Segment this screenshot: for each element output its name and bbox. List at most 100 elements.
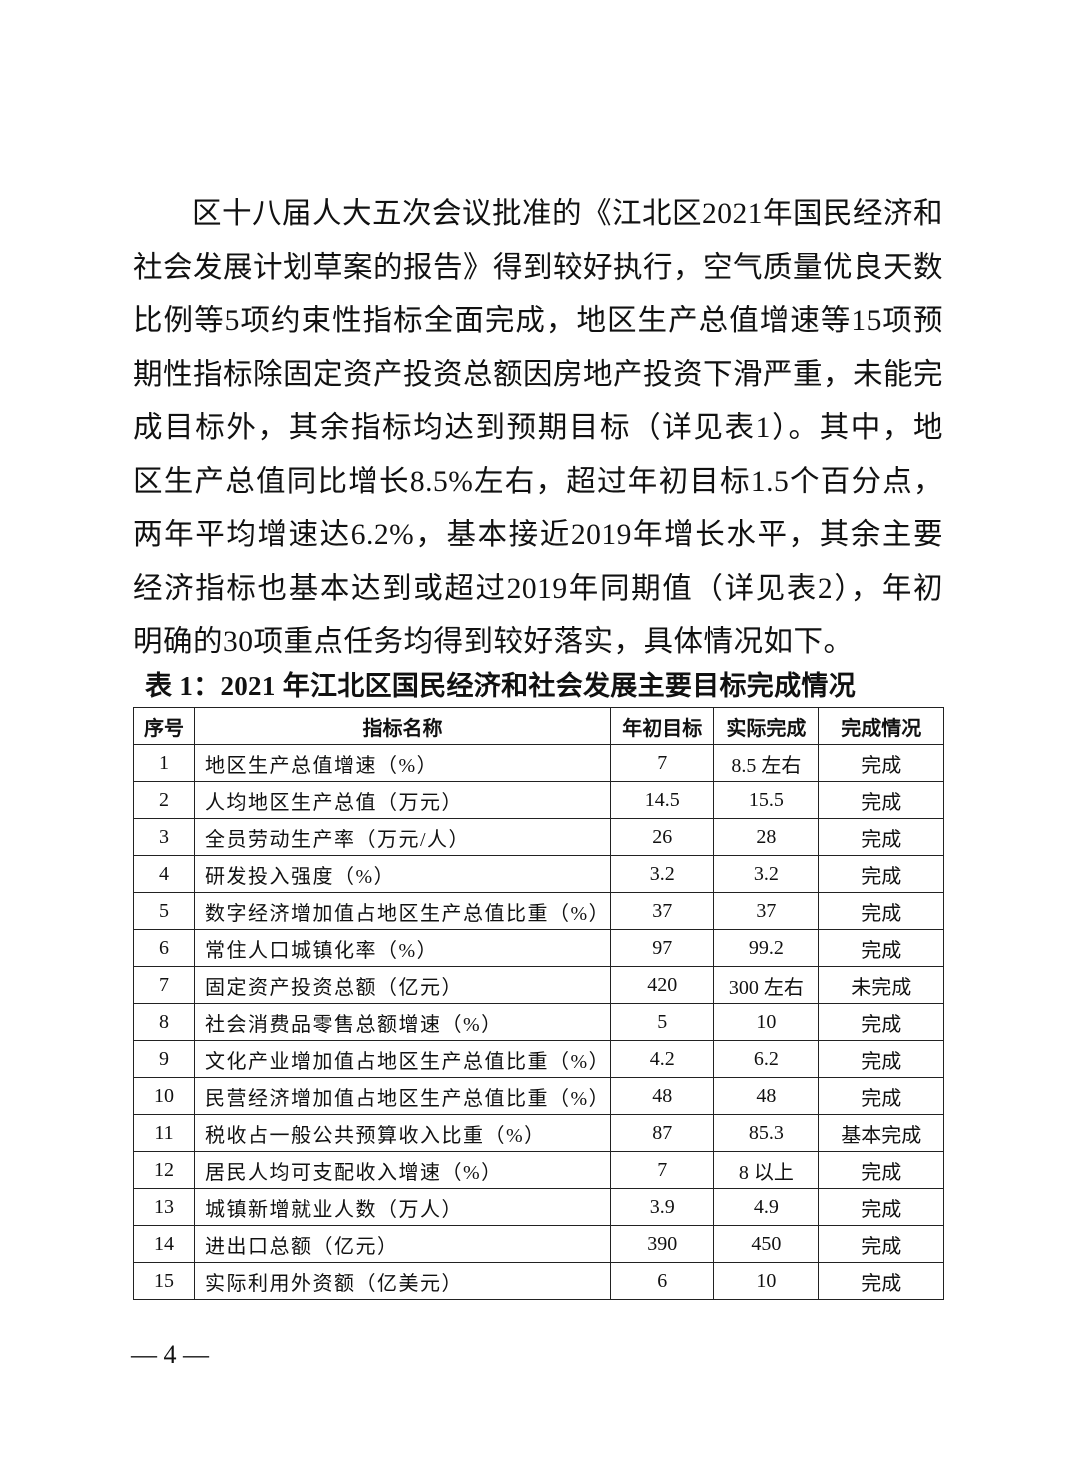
cell-status: 基本完成 [818, 1114, 944, 1152]
cell-actual: 8.5 左右 [713, 744, 820, 782]
cell-indicator: 全员劳动生产率（万元/人） [193, 818, 612, 856]
cell-target: 6 [610, 1262, 715, 1300]
cell-target: 3.9 [610, 1188, 715, 1226]
cell-index: 12 [133, 1151, 195, 1189]
table-row: 14 进出口总额（亿元） 390 450 完成 [133, 1225, 944, 1263]
cell-status: 完成 [818, 892, 944, 930]
cell-target: 3.2 [610, 855, 715, 893]
table-row: 1 地区生产总值增速（%） 7 8.5 左右 完成 [133, 744, 944, 782]
cell-actual: 6.2 [713, 1040, 820, 1078]
body-paragraph: 区十八届人大五次会议批准的《江北区2021年国民经济和社会发展计划草案的报告》得… [133, 198, 944, 658]
cell-index: 10 [133, 1077, 195, 1115]
header-target: 年初目标 [610, 707, 715, 745]
cell-status: 完成 [818, 1151, 944, 1189]
table-row: 15 实际利用外资额（亿美元） 6 10 完成 [133, 1262, 944, 1300]
cell-target: 390 [610, 1225, 715, 1263]
cell-indicator: 居民人均可支配收入增速（%） [193, 1151, 612, 1189]
cell-indicator: 文化产业增加值占地区生产总值比重（%） [193, 1040, 612, 1078]
cell-index: 7 [133, 966, 195, 1004]
page-number: — 4 — [131, 1340, 209, 1369]
cell-index: 11 [133, 1114, 195, 1152]
cell-index: 2 [133, 781, 195, 819]
table-caption: 表 1：2021 年江北区国民经济和社会发展主要目标完成情况 [145, 671, 856, 701]
cell-status: 完成 [818, 929, 944, 967]
cell-indicator: 实际利用外资额（亿美元） [193, 1262, 612, 1300]
cell-indicator: 常住人口城镇化率（%） [193, 929, 612, 967]
cell-index: 13 [133, 1188, 195, 1226]
targets-table: 序号 指标名称 年初目标 实际完成 完成情况 1 地区生产总值增速（%） 7 8.5 … [133, 707, 944, 1300]
cell-actual: 4.9 [713, 1188, 820, 1226]
cell-status: 完成 [818, 1225, 944, 1263]
table-row: 10 民营经济增加值占地区生产总值比重（%） 48 48 完成 [133, 1077, 944, 1115]
cell-status: 完成 [818, 1262, 944, 1300]
cell-indicator: 城镇新增就业人数（万人） [193, 1188, 612, 1226]
cell-target: 7 [610, 1151, 715, 1189]
cell-indicator: 研发投入强度（%） [193, 855, 612, 893]
cell-target: 97 [610, 929, 715, 967]
cell-status: 完成 [818, 781, 944, 819]
cell-actual: 450 [713, 1225, 820, 1263]
cell-indicator: 固定资产投资总额（亿元） [193, 966, 612, 1004]
header-indicator: 指标名称 [193, 707, 612, 745]
header-index: 序号 [133, 707, 195, 745]
table-row: 2 人均地区生产总值（万元） 14.5 15.5 完成 [133, 781, 944, 819]
cell-actual: 28 [713, 818, 820, 856]
cell-index: 1 [133, 744, 195, 782]
cell-index: 15 [133, 1262, 195, 1300]
cell-index: 9 [133, 1040, 195, 1078]
cell-indicator: 民营经济增加值占地区生产总值比重（%） [193, 1077, 612, 1115]
cell-actual: 37 [713, 892, 820, 930]
cell-actual: 3.2 [713, 855, 820, 893]
cell-indicator: 进出口总额（亿元） [193, 1225, 612, 1263]
cell-indicator: 地区生产总值增速（%） [193, 744, 612, 782]
table-row: 13 城镇新增就业人数（万人） 3.9 4.9 完成 [133, 1188, 944, 1226]
cell-indicator: 社会消费品零售总额增速（%） [193, 1003, 612, 1041]
table-row: 11 税收占一般公共预算收入比重（%） 87 85.3 基本完成 [133, 1114, 944, 1152]
header-status: 完成情况 [818, 707, 944, 745]
cell-actual: 99.2 [713, 929, 820, 967]
cell-indicator: 税收占一般公共预算收入比重（%） [193, 1114, 612, 1152]
table-row: 12 居民人均可支配收入增速（%） 7 8 以上 完成 [133, 1151, 944, 1189]
cell-target: 37 [610, 892, 715, 930]
cell-actual: 300 左右 [713, 966, 820, 1004]
cell-index: 8 [133, 1003, 195, 1041]
table-header-row: 序号 指标名称 年初目标 实际完成 完成情况 [133, 707, 944, 745]
cell-status: 完成 [818, 1188, 944, 1226]
cell-target: 14.5 [610, 781, 715, 819]
cell-index: 4 [133, 855, 195, 893]
cell-index: 6 [133, 929, 195, 967]
cell-actual: 15.5 [713, 781, 820, 819]
table-row: 5 数字经济增加值占地区生产总值比重（%） 37 37 完成 [133, 892, 944, 930]
cell-status: 完成 [818, 1077, 944, 1115]
cell-target: 48 [610, 1077, 715, 1115]
table-row: 9 文化产业增加值占地区生产总值比重（%） 4.2 6.2 完成 [133, 1040, 944, 1078]
table-row: 8 社会消费品零售总额增速（%） 5 10 完成 [133, 1003, 944, 1041]
cell-target: 420 [610, 966, 715, 1004]
cell-status: 完成 [818, 1003, 944, 1041]
cell-target: 26 [610, 818, 715, 856]
cell-indicator: 人均地区生产总值（万元） [193, 781, 612, 819]
cell-status: 完成 [818, 855, 944, 893]
cell-target: 5 [610, 1003, 715, 1041]
cell-actual: 8 以上 [713, 1151, 820, 1189]
cell-indicator: 数字经济增加值占地区生产总值比重（%） [193, 892, 612, 930]
table-row: 6 常住人口城镇化率（%） 97 99.2 完成 [133, 929, 944, 967]
cell-actual: 48 [713, 1077, 820, 1115]
cell-target: 87 [610, 1114, 715, 1152]
table-row: 4 研发投入强度（%） 3.2 3.2 完成 [133, 855, 944, 893]
cell-index: 3 [133, 818, 195, 856]
cell-status: 完成 [818, 744, 944, 782]
table-row: 3 全员劳动生产率（万元/人） 26 28 完成 [133, 818, 944, 856]
header-actual: 实际完成 [713, 707, 820, 745]
cell-status: 完成 [818, 818, 944, 856]
cell-actual: 10 [713, 1003, 820, 1041]
cell-target: 4.2 [610, 1040, 715, 1078]
cell-status: 未完成 [818, 966, 944, 1004]
cell-index: 5 [133, 892, 195, 930]
cell-actual: 10 [713, 1262, 820, 1300]
cell-target: 7 [610, 744, 715, 782]
cell-status: 完成 [818, 1040, 944, 1078]
cell-actual: 85.3 [713, 1114, 820, 1152]
table-row: 7 固定资产投资总额（亿元） 420 300 左右 未完成 [133, 966, 944, 1004]
cell-index: 14 [133, 1225, 195, 1263]
